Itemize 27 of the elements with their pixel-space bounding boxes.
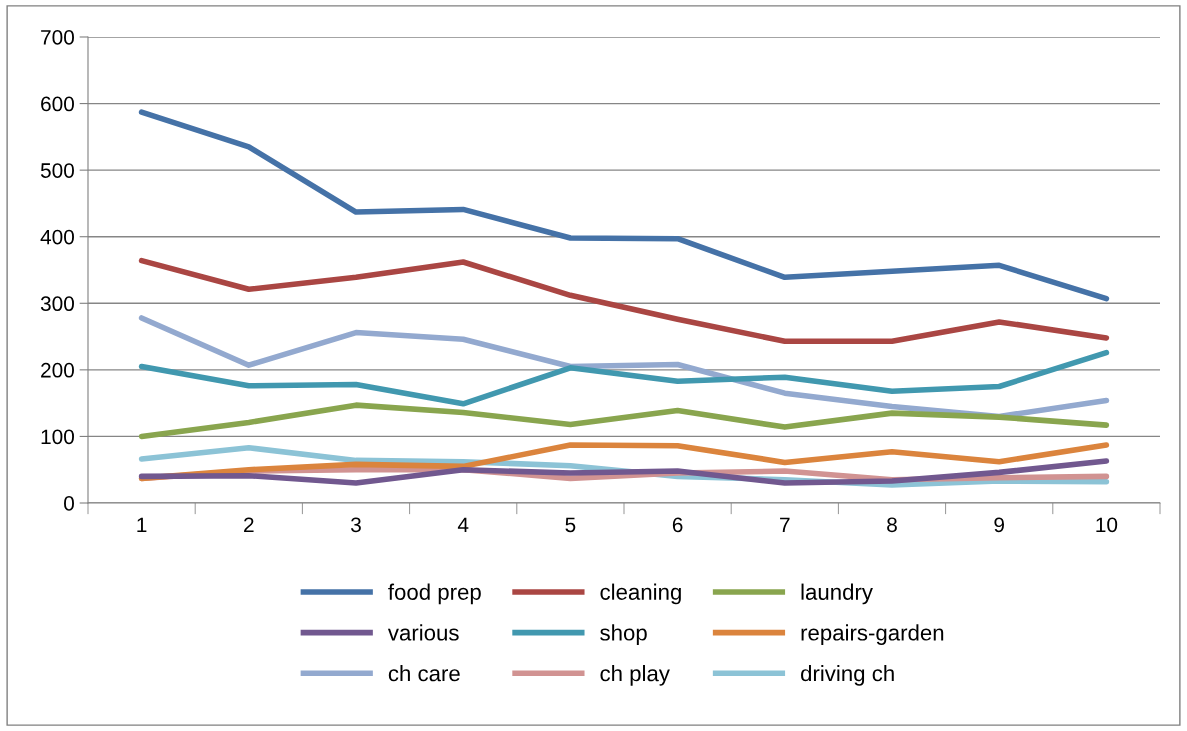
x-tick-label: 2	[244, 517, 254, 532]
x-tick-label: 4	[457, 517, 469, 532]
x-tick-label: 8	[887, 517, 897, 533]
y-tick-label: 700	[41, 30, 74, 45]
legend-label: ch play	[600, 665, 670, 686]
legend-label: repairs-garden	[801, 624, 944, 646]
x-tick-label: 9	[994, 517, 1005, 533]
y-tick-label: 0	[64, 496, 74, 511]
y-tick-label: 500	[40, 163, 74, 178]
legend-label: ch care	[388, 665, 460, 682]
y-tick-label: 300	[40, 296, 74, 312]
x-tick-label: 7	[780, 517, 790, 532]
y-tick-label: 100	[41, 429, 74, 445]
x-tick-label: 3	[351, 517, 361, 533]
y-tick-label: 200	[41, 362, 74, 378]
legend-label: food prep	[388, 583, 481, 605]
legend-label: cleaning	[600, 583, 681, 605]
legend-label: driving ch	[801, 665, 894, 686]
x-tick-label: 10	[1096, 517, 1118, 533]
legend-label: shop	[600, 624, 647, 646]
x-tick-label: 5	[565, 517, 576, 533]
x-tick-label: 1	[137, 517, 147, 532]
x-tick-label: 6	[672, 517, 683, 533]
legend-label: laundry	[801, 583, 873, 605]
legend-label: various	[387, 624, 459, 641]
y-tick-label: 600	[41, 96, 74, 112]
y-tick-label: 400	[40, 229, 74, 245]
